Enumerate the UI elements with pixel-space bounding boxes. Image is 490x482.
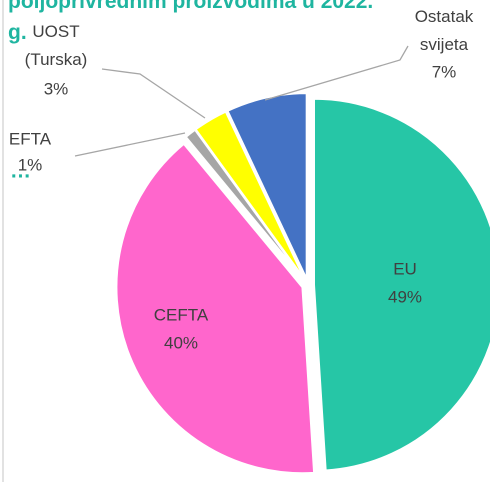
slice-value-label: 49%	[388, 287, 422, 306]
pie-slice	[115, 142, 316, 475]
title-ellipsis: …	[10, 160, 31, 183]
pie-slice	[226, 92, 308, 280]
slice-label: CEFTA	[154, 305, 209, 324]
slice-label: EFTA	[9, 129, 52, 148]
pie-slice	[312, 97, 490, 472]
slice-value-label: 3%	[44, 79, 69, 98]
slice-value-label: 40%	[164, 333, 198, 352]
slice-label: UOST (Turska)	[25, 22, 88, 69]
chart-title: poljoprivrednim proizvodima u 2022. g.	[8, 0, 373, 44]
slice-label: Ostatak svijeta	[415, 7, 474, 54]
pie-slice	[194, 110, 306, 281]
leader-line	[101, 68, 206, 119]
slice-value-label: 7%	[432, 62, 457, 81]
leader-line	[264, 45, 409, 101]
slice-label: EU	[393, 259, 417, 278]
leader-line	[74, 132, 186, 157]
slice-value-label: 1%	[18, 155, 43, 174]
